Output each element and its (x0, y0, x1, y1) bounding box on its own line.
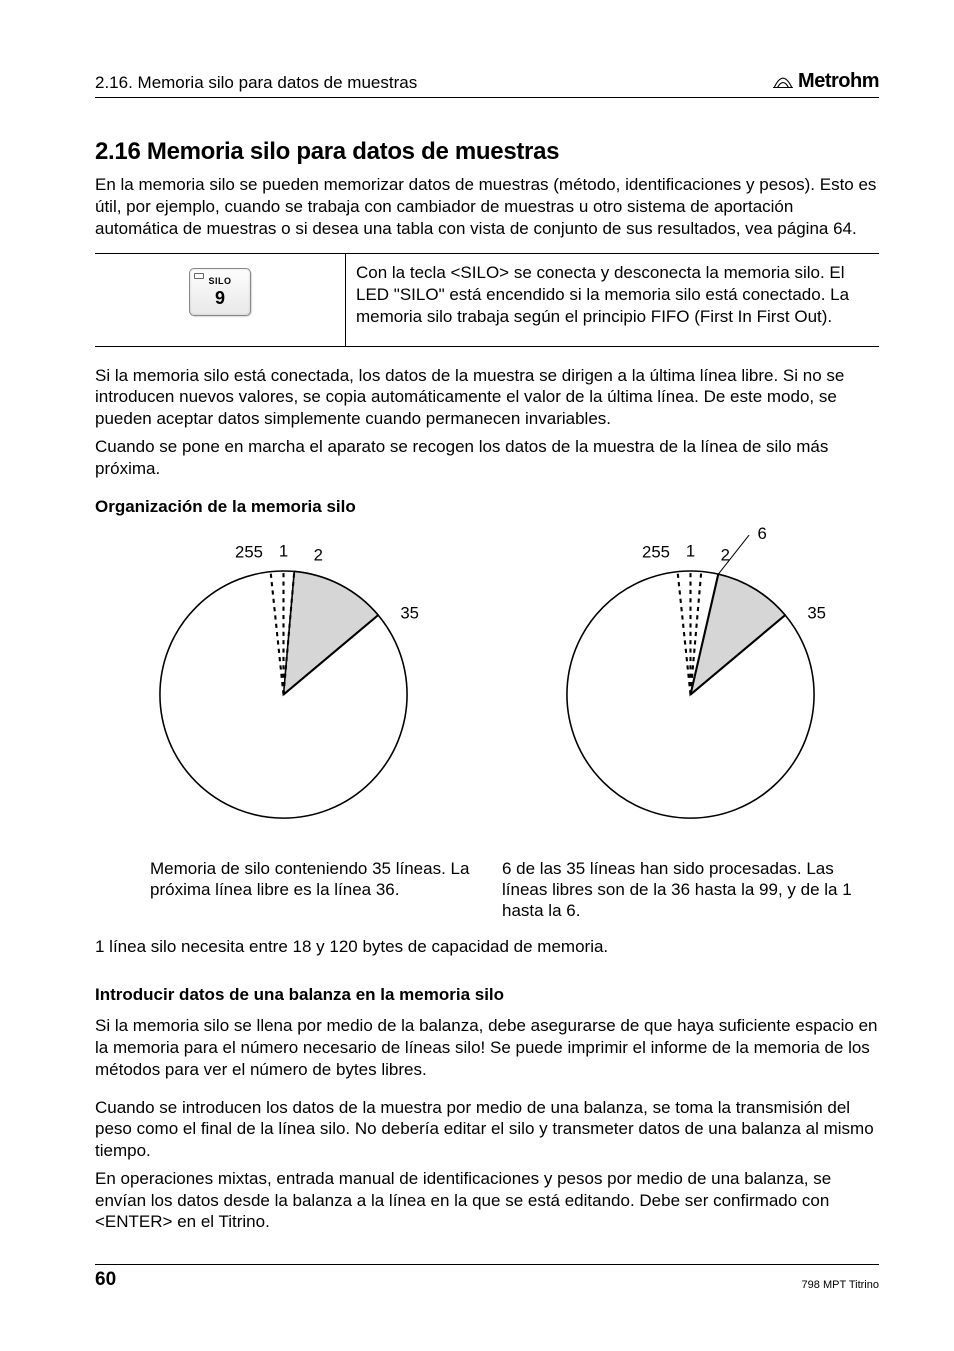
balance-p1: Si la memoria silo se llena por medio de… (95, 1015, 879, 1080)
svg-text:1: 1 (686, 542, 695, 561)
svg-text:35: 35 (400, 604, 419, 623)
balance-subhead: Introducir datos de una balanza en la me… (95, 985, 879, 1005)
callout-box: SILO 9 Con la tecla <SILO> se conecta y … (95, 253, 879, 346)
caption-left: Memoria de silo conteniendo 35 líneas. L… (95, 858, 472, 901)
svg-text:2: 2 (314, 546, 323, 565)
footer-product: 798 MPT Titrino (802, 1279, 879, 1291)
svg-text:6: 6 (757, 527, 766, 543)
page: 2.16. Memoria silo para datos de muestra… (0, 0, 954, 1351)
svg-text:35: 35 (807, 604, 826, 623)
chart-right-col: 25512635 6 de las 35 líneas han sido pro… (502, 527, 879, 921)
section-title: 2.16 Memoria silo para datos de muestras (95, 138, 879, 166)
breadcrumb: 2.16. Memoria silo para datos de muestra… (95, 73, 417, 93)
caption-right: 6 de las 35 líneas han sido procesadas. … (502, 858, 879, 922)
svg-text:255: 255 (642, 543, 670, 562)
svg-text:1: 1 (279, 542, 288, 561)
silo-key-button[interactable]: SILO 9 (189, 268, 251, 316)
brand-logo: Metrohm (772, 70, 879, 93)
key-top-label: SILO (208, 276, 231, 286)
brand-name: Metrohm (798, 70, 879, 93)
led-icon (194, 273, 204, 279)
balance-p2: Cuando se introducen los datos de la mue… (95, 1097, 879, 1162)
key-main-label: 9 (215, 288, 225, 309)
paragraph-3: Cuando se pone en marcha el aparato se r… (95, 436, 879, 480)
intro-paragraph: En la memoria silo se pueden memorizar d… (95, 174, 879, 239)
svg-text:255: 255 (235, 543, 263, 562)
page-footer: 60 798 MPT Titrino (95, 1264, 879, 1291)
metrohm-icon (772, 74, 794, 90)
callout-key-cell: SILO 9 (95, 254, 345, 345)
page-number: 60 (95, 1269, 116, 1291)
balance-p3: En operaciones mixtas, entrada manual de… (95, 1168, 879, 1233)
chart-left-col: 255 1 2 35 Memoria de silo conteniendo 35 l… (95, 527, 472, 921)
pie-chart-left: 255 1 2 35 (95, 527, 472, 852)
note-line: 1 línea silo necesita entre 18 y 120 byt… (95, 936, 879, 958)
org-subhead: Organización de la memoria silo (95, 497, 879, 517)
pie-chart-right: 25512635 (502, 527, 879, 852)
charts-row: 255 1 2 35 Memoria de silo conteniendo 35 l… (95, 527, 879, 921)
callout-text: Con la tecla <SILO> se conecta y descone… (345, 254, 879, 345)
page-header: 2.16. Memoria silo para datos de muestra… (95, 70, 879, 98)
paragraph-2: Si la memoria silo está conectada, los d… (95, 365, 879, 430)
